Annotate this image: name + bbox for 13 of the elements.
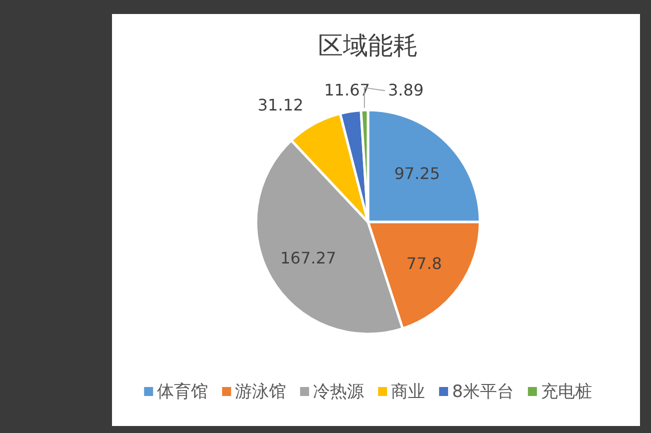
legend-label: 充电桩 (540, 382, 592, 402)
legend-label: 8米平台 (452, 382, 514, 402)
data-label: 31.12 (258, 96, 304, 115)
data-label: 167.27 (280, 248, 336, 268)
data-label: 97.25 (394, 164, 440, 183)
data-label: 77.8 (406, 254, 442, 273)
chart-title: 区域能耗 (318, 31, 418, 60)
legend-label: 游泳馆 (235, 382, 286, 402)
data-label: 3.89 (388, 80, 424, 100)
legend-label: 体育馆 (157, 382, 208, 402)
data-label: 11.67 (324, 80, 370, 100)
legend-label: 商业 (391, 382, 426, 402)
legend-label: 冷热源 (313, 382, 364, 402)
